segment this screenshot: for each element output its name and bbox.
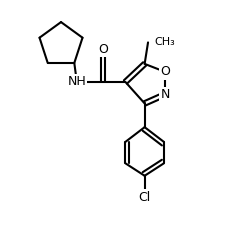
- Text: N: N: [160, 88, 169, 101]
- Text: O: O: [97, 43, 107, 56]
- Text: CH₃: CH₃: [154, 37, 175, 48]
- Text: Cl: Cl: [138, 191, 150, 204]
- Text: NH: NH: [67, 76, 86, 88]
- Text: O: O: [159, 65, 169, 78]
